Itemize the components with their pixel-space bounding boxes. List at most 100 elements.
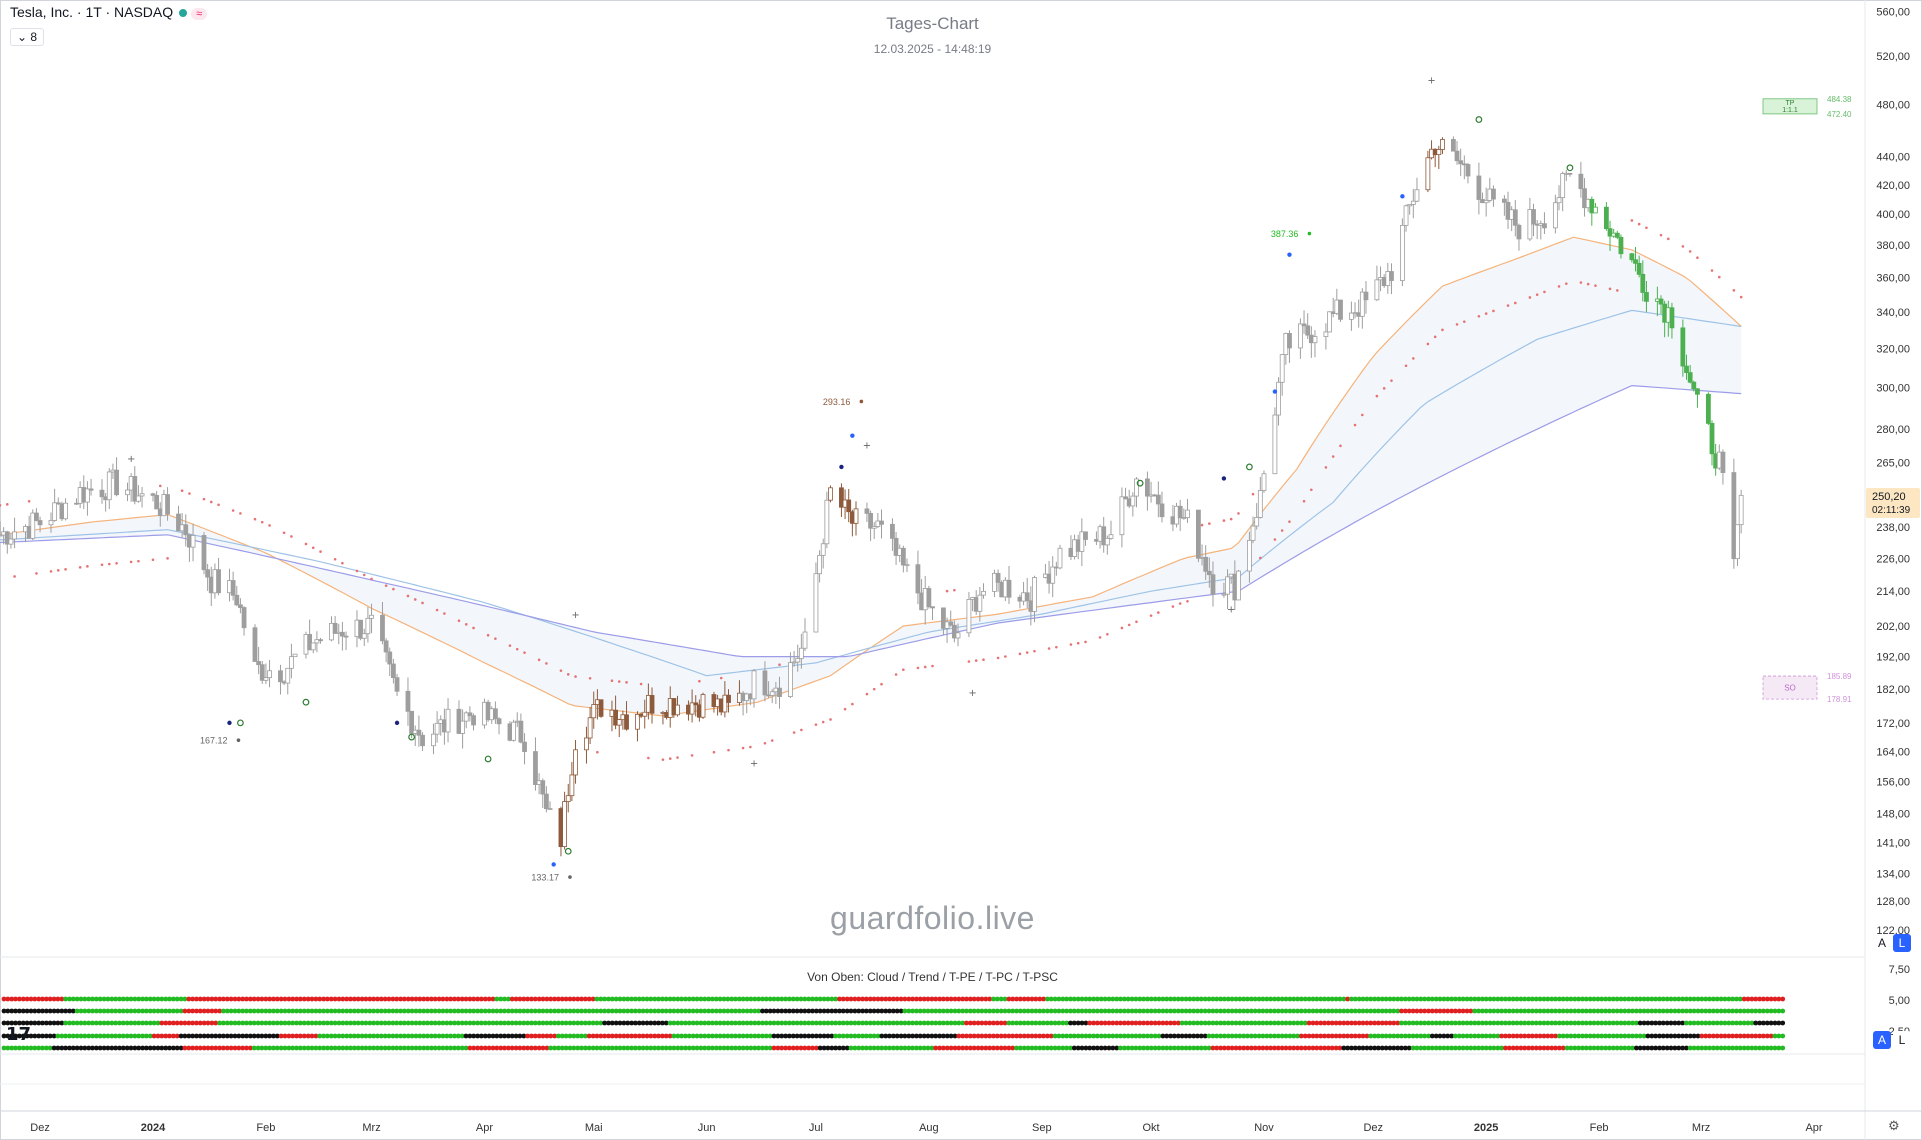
trail-dot <box>698 679 701 683</box>
signal-dot-t-pe <box>240 1020 246 1026</box>
signal-dot-trend <box>609 1008 615 1014</box>
signal-dot-trend <box>1260 1008 1266 1014</box>
signal-dot-cloud <box>178 996 184 1002</box>
signal-dot-trend <box>124 1008 130 1014</box>
signal-dot-trend <box>652 1008 658 1014</box>
signal-dot-t-pc <box>20 1033 26 1039</box>
signal-dot-t-psc <box>563 1045 569 1051</box>
signal-dot-cloud <box>1726 996 1732 1002</box>
signal-dot-t-pc <box>1383 1033 1389 1039</box>
signal-ring <box>302 698 310 706</box>
signal-dot-t-pc <box>301 1033 307 1039</box>
signal-dot-t-pc <box>1714 1033 1720 1039</box>
signal-dot-trend <box>1514 1008 1520 1014</box>
price-axis[interactable]: 560,00520,00480,00440,00420,00400,00380,… <box>1876 6 1910 937</box>
signal-dot-cloud <box>879 996 885 1002</box>
signal-dot-t-pe <box>1637 1020 1643 1026</box>
signal-dot-trend <box>756 1008 761 1014</box>
signal-dot-t-pc <box>1487 1033 1493 1039</box>
trail-dot <box>35 572 38 575</box>
signal-dot-t-pc <box>910 1033 915 1039</box>
signal-dot-t-pe <box>1291 1020 1297 1026</box>
signal-dot-trend <box>737 1008 742 1014</box>
signal-dot-trend <box>467 1008 473 1014</box>
signal-dot-cloud <box>244 996 249 1002</box>
signal-dot-t-pe <box>1610 1020 1616 1026</box>
signal-dot-cloud <box>490 996 496 1002</box>
trail-dot <box>1237 512 1240 515</box>
signal-dot-t-psc <box>328 1045 334 1051</box>
signal-dot-t-pc <box>147 1033 153 1039</box>
signal-dot-t-pc <box>968 1033 973 1039</box>
signal-dot-t-pc <box>998 1033 1004 1039</box>
trail-dot <box>1084 640 1087 644</box>
subpanel-log-scale-button[interactable]: L <box>1893 1031 1911 1049</box>
signal-dot-trend <box>178 1008 184 1014</box>
signal-dot-trend <box>128 1008 134 1014</box>
signal-dot-t-pe <box>290 1020 296 1026</box>
signal-dot-t-pc <box>1064 1033 1069 1039</box>
log-scale-button[interactable]: L <box>1893 934 1911 952</box>
signal-dot-trend <box>1460 1008 1466 1014</box>
signal-dot-t-psc <box>113 1045 118 1051</box>
price-tick-label-4: 420,00 <box>1876 180 1910 192</box>
signal-dot-t-pe <box>171 1020 176 1026</box>
signal-dot-t-psc <box>124 1045 130 1051</box>
signal-dot-t-pc <box>667 1033 673 1039</box>
symbol-title[interactable]: Tesla, Inc. · 1T · NASDAQ ≈ <box>10 4 208 20</box>
signal-dot-trend <box>1772 1008 1778 1014</box>
candle-body <box>132 476 138 502</box>
signal-dot-t-pe <box>1075 1020 1081 1026</box>
candle-body <box>1454 150 1460 162</box>
ema-line-2 <box>0 309 1742 677</box>
trail-dot <box>676 756 679 759</box>
signal-dot-t-psc <box>1761 1045 1766 1051</box>
signal-dot-trend <box>340 1008 346 1014</box>
signal-dot-cloud <box>1087 996 1093 1002</box>
signal-ring <box>484 755 492 763</box>
trail-dot <box>668 757 672 760</box>
signal-dot-t-pc <box>737 1033 742 1039</box>
tradingview-logo[interactable]: 17 <box>6 1024 32 1045</box>
signal-dot-trend <box>1718 1008 1724 1014</box>
signal-dot-t-pc <box>1626 1033 1632 1039</box>
signal-dot-cloud <box>1364 996 1370 1002</box>
gear-icon[interactable]: ⚙ <box>1888 1118 1900 1133</box>
signal-dot-trend <box>1449 1008 1454 1014</box>
signal-dot-t-psc <box>1222 1045 1227 1051</box>
signal-dot-t-pe <box>733 1020 738 1026</box>
signal-dot-t-pe <box>1456 1020 1462 1026</box>
signal-dot-t-pe <box>340 1020 346 1026</box>
subpanel-auto-scale-button[interactable]: A <box>1873 1031 1891 1049</box>
signal-dot-cloud <box>205 996 211 1002</box>
signal-dot-t-pe <box>28 1020 34 1026</box>
trail-dot <box>967 660 971 663</box>
signal-dot-cloud <box>1568 996 1574 1002</box>
signal-dot-t-pc <box>837 1033 842 1039</box>
signal-dot-trend <box>702 1008 708 1014</box>
time-axis[interactable]: Dez 2024 Feb Mrz Apr Mai Jun Jul Aug Sep Okt Nov Dez… <box>30 1122 1823 1134</box>
indicator-toggle-button[interactable]: ⌄ 8 <box>10 28 45 46</box>
signal-dot-t-psc <box>941 1045 946 1051</box>
signal-dot-cloud <box>1137 996 1143 1002</box>
signal-dot-trend <box>436 1008 442 1014</box>
signal-dot-cloud <box>1626 996 1632 1002</box>
signal-dot-t-pc <box>1418 1033 1424 1039</box>
signal-dot-t-psc <box>1780 1045 1786 1051</box>
signal-dot-trend <box>386 1008 392 1014</box>
signal-dot-t-pc <box>425 1033 430 1039</box>
signal-dot-t-pc <box>455 1033 461 1039</box>
signal-dot-t-psc <box>159 1045 165 1051</box>
candle-body <box>751 670 757 700</box>
signal-dot-t-psc <box>1695 1045 1701 1051</box>
auto-scale-button[interactable]: A <box>1873 934 1891 952</box>
trail-dot <box>457 619 461 623</box>
signal-dot-t-psc <box>1118 1045 1123 1051</box>
signal-dot-t-pe <box>209 1020 215 1026</box>
signal-dot-t-pe <box>1684 1020 1689 1026</box>
signal-dot-t-psc <box>848 1045 854 1051</box>
compare-badge[interactable]: ≈ <box>191 8 208 20</box>
signal-dot-cloud <box>217 996 223 1002</box>
signal-dot-trend <box>1453 1008 1458 1014</box>
signal-dot-t-psc <box>1141 1045 1146 1051</box>
